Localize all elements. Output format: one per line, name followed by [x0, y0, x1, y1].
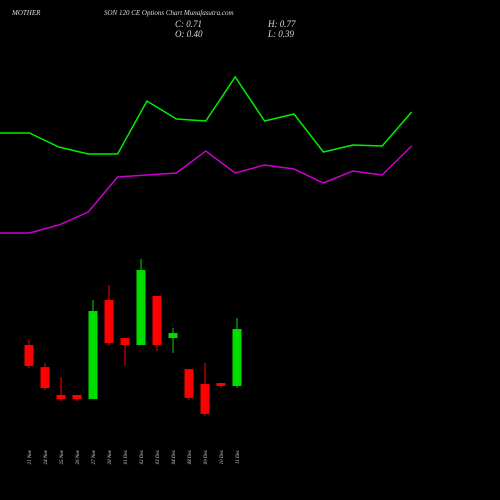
x-tick-label: 25 Nov — [60, 449, 65, 464]
x-tick-label: 28 Nov — [108, 449, 113, 464]
x-tick-label: 09 Dec — [204, 449, 209, 464]
stat: O: 0.40 — [175, 29, 203, 39]
candle-body — [120, 338, 130, 346]
x-tick-label: 24 Nov — [44, 449, 49, 464]
x-tick-label: 02 Dec — [140, 449, 145, 464]
candle-body — [232, 329, 242, 386]
x-tick-label: 27 Nov — [92, 449, 97, 464]
candle-body — [72, 395, 82, 400]
line-series — [0, 145, 413, 234]
candle-body — [40, 367, 50, 389]
x-tick-label: 04 Dec — [172, 449, 177, 464]
x-tick-label: 26 Nov — [76, 449, 81, 464]
candle-body — [216, 383, 226, 386]
stat: C: 0.71 — [175, 19, 202, 29]
x-tick-label: 03 Dec — [156, 449, 161, 464]
line-series — [0, 75, 413, 155]
candle-body — [104, 299, 114, 343]
candle-body — [56, 395, 66, 400]
candle-body — [168, 333, 178, 339]
x-tick-label: 11 Dec — [236, 449, 241, 464]
candle-body — [152, 295, 162, 346]
candle-body — [24, 345, 34, 366]
x-tick-label: 21 Nov — [28, 449, 33, 464]
candle-body — [88, 311, 98, 400]
chart-title: MOTHER — [11, 9, 41, 17]
candle-body — [200, 383, 210, 414]
candle-body — [184, 369, 194, 398]
stat: L: 0.39 — [267, 29, 295, 39]
stat: H: 0.77 — [267, 19, 296, 29]
x-tick-label: 08 Dec — [188, 449, 193, 464]
x-tick-label: 01 Dec — [124, 449, 129, 464]
chart-subtitle: SON 120 CE Options Chart Munafasutra.com — [104, 9, 234, 17]
x-tick-label: 10 Dec — [220, 449, 225, 464]
candle-body — [136, 270, 146, 346]
